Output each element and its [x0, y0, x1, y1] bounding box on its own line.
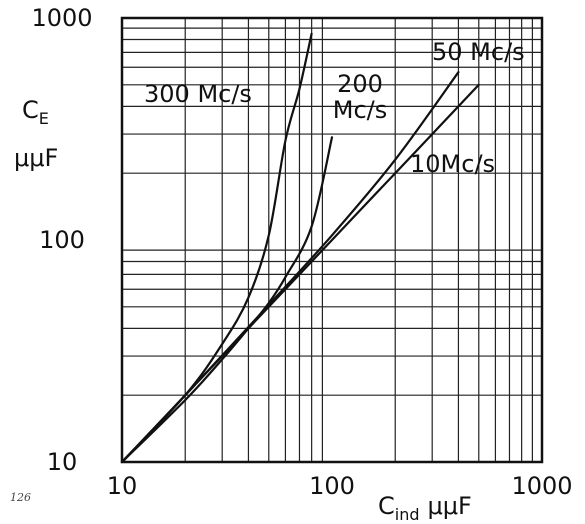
series-line-3	[120, 83, 480, 464]
x-tick-label: 1000	[511, 472, 572, 500]
series-line-1	[120, 136, 334, 464]
series-labels: 300 Mc/s 200 Mc/s 50 Mc/s 10Mc/s	[144, 38, 525, 178]
x-axis-label: Cind μμF	[378, 492, 472, 524]
curves	[120, 32, 480, 464]
x-tick-label: 10	[107, 472, 138, 500]
plot-frame	[120, 16, 544, 464]
series-label-1: 200 Mc/s	[333, 70, 388, 124]
series-label-2: 50 Mc/s	[432, 38, 525, 66]
y-tick-label: 1000	[31, 4, 92, 32]
x-tick-label: 100	[309, 472, 355, 500]
y-axis-label: CE	[22, 96, 49, 128]
y-axis-unit: μμF	[14, 144, 58, 172]
page-number: 126	[10, 491, 31, 504]
y-tick-label: 100	[39, 226, 85, 254]
series-label-0: 300 Mc/s	[144, 80, 252, 108]
y-tick-label: 10	[47, 448, 78, 476]
grid	[122, 18, 542, 462]
tick-labels: 10 100 1000 10 100 1000	[31, 4, 572, 500]
series-label-3: 10Mc/s	[410, 150, 495, 178]
